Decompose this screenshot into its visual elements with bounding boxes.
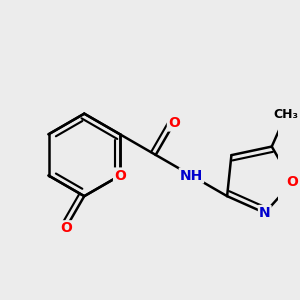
Text: O: O xyxy=(168,116,180,130)
Text: CH₃: CH₃ xyxy=(274,108,298,121)
Text: O: O xyxy=(60,221,72,235)
Text: O: O xyxy=(114,169,126,182)
Text: N: N xyxy=(259,206,271,220)
Text: O: O xyxy=(286,175,298,189)
Text: NH: NH xyxy=(180,169,203,182)
